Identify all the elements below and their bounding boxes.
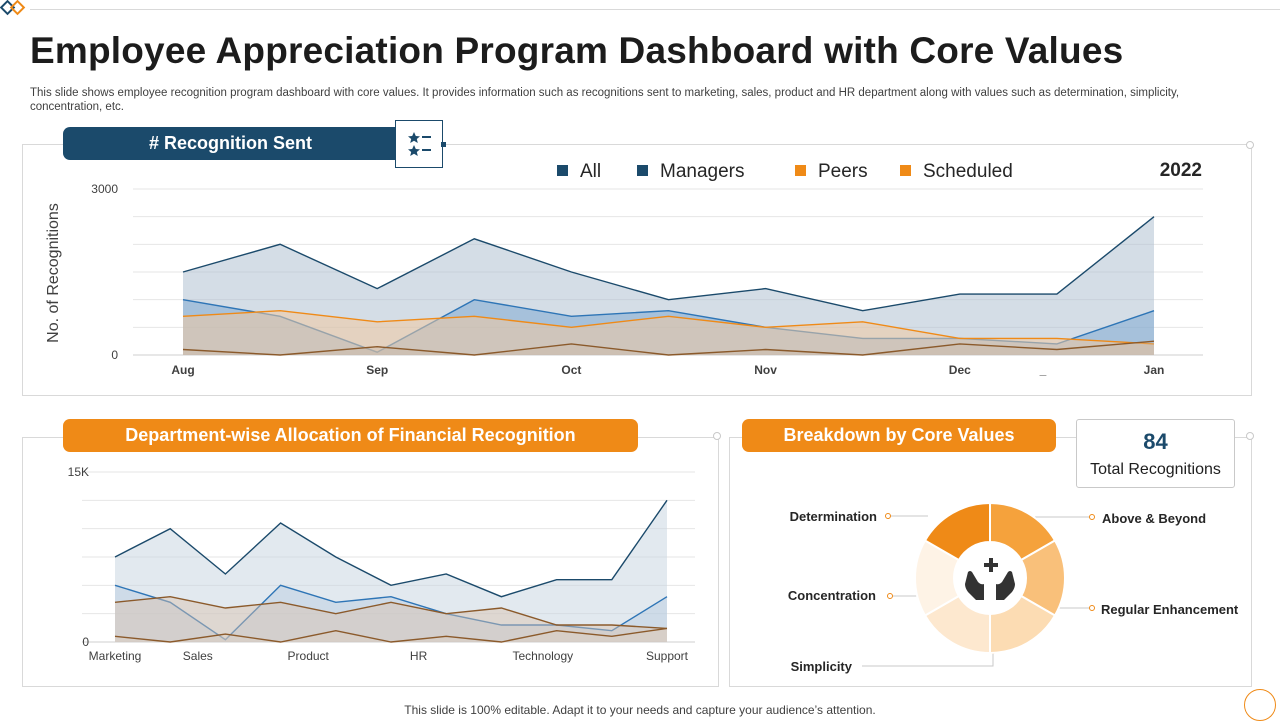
label-marker	[1089, 514, 1095, 520]
x-tick-label: Technology	[512, 649, 573, 663]
y-tick-label: 0	[82, 635, 89, 649]
series-line-4	[114, 627, 668, 643]
recognition-chart: Aug Sep Oct Nov Dec _ Jan 0 3000 All Managers Peer…	[45, 160, 1203, 377]
footer-note: This slide is 100% editable. Adapt it to…	[404, 703, 876, 717]
pie-label: Regular Enhancement	[1101, 602, 1239, 617]
total-recognitions-card: 84 Total Recognitions	[1076, 419, 1235, 488]
series-area-3	[183, 310, 1154, 355]
pie-label: Determination	[790, 509, 877, 524]
recognition-header: # Recognition Sent	[63, 127, 398, 160]
x-tick-label: _	[1039, 363, 1047, 377]
series-line-3	[182, 309, 1155, 345]
core-values-header: Breakdown by Core Values	[742, 419, 1056, 452]
legend-swatch	[637, 165, 648, 176]
total-recognitions-label: Total Recognitions	[1090, 461, 1221, 478]
star-list-icon	[395, 120, 443, 168]
label-marker	[885, 513, 891, 519]
page-subtitle: This slide shows employee recognition pr…	[30, 87, 1180, 113]
series-line-2	[114, 584, 668, 641]
year-label: 2022	[1160, 160, 1202, 181]
x-tick-label: Jan	[1144, 363, 1165, 377]
department-header: Department-wise Allocation of Financial …	[63, 419, 638, 452]
y-tick-label: 0	[111, 348, 118, 362]
label-connector	[862, 651, 994, 667]
series-area-3	[115, 596, 667, 642]
pie-label: Simplicity	[791, 659, 853, 674]
top-rule	[30, 9, 1280, 10]
x-tick-label: Oct	[561, 363, 581, 377]
y-tick-label: 3000	[91, 182, 118, 196]
y-axis-label: No. of Recognitions	[45, 203, 62, 343]
pie-label: Concentration	[788, 588, 876, 603]
pie-label: Above & Beyond	[1102, 511, 1206, 526]
corner-handle	[1246, 432, 1254, 440]
legend-label: Peers	[818, 161, 868, 182]
x-tick-label: HR	[410, 649, 428, 663]
series-area-2	[115, 585, 667, 642]
legend-label: All	[580, 161, 601, 182]
series-line-4	[182, 340, 1155, 356]
x-tick-label: Product	[288, 649, 330, 663]
x-tick-label: Nov	[754, 363, 777, 377]
x-tick-label: Sales	[183, 649, 213, 663]
corner-handle	[713, 432, 721, 440]
legend-label: Scheduled	[923, 161, 1013, 182]
core-values-chart: Above & Beyond Regular Enhancement Simplic…	[788, 501, 1239, 674]
series-line-1	[182, 216, 1155, 312]
x-tick-label: Sep	[366, 363, 388, 377]
x-tick-label: Aug	[171, 363, 194, 377]
page-title: Employee Appreciation Program Dashboard …	[30, 30, 1124, 71]
x-tick-label: Dec	[949, 363, 971, 377]
label-marker	[887, 593, 893, 599]
diamond-logo-icon	[0, 0, 26, 16]
legend-swatch	[557, 165, 568, 176]
label-marker	[1089, 605, 1095, 611]
series-line-3	[114, 595, 668, 630]
icon-handle	[441, 142, 446, 147]
legend-swatch	[900, 165, 911, 176]
total-recognitions-value: 84	[1143, 429, 1168, 454]
legend-label: Managers	[660, 161, 745, 182]
legend-swatch	[795, 165, 806, 176]
x-tick-label: Marketing	[89, 649, 142, 663]
hands-care-icon	[965, 558, 1015, 600]
pie-center	[954, 542, 1026, 614]
corner-handle	[1246, 141, 1254, 149]
corner-decoration	[1244, 689, 1276, 721]
series-area-1	[115, 500, 667, 642]
y-tick-label: 15K	[68, 465, 89, 479]
x-tick-label: Support	[646, 649, 689, 663]
series-line-1	[114, 499, 668, 598]
department-chart: Marketing Sales Product HR Technology Support…	[68, 465, 695, 663]
